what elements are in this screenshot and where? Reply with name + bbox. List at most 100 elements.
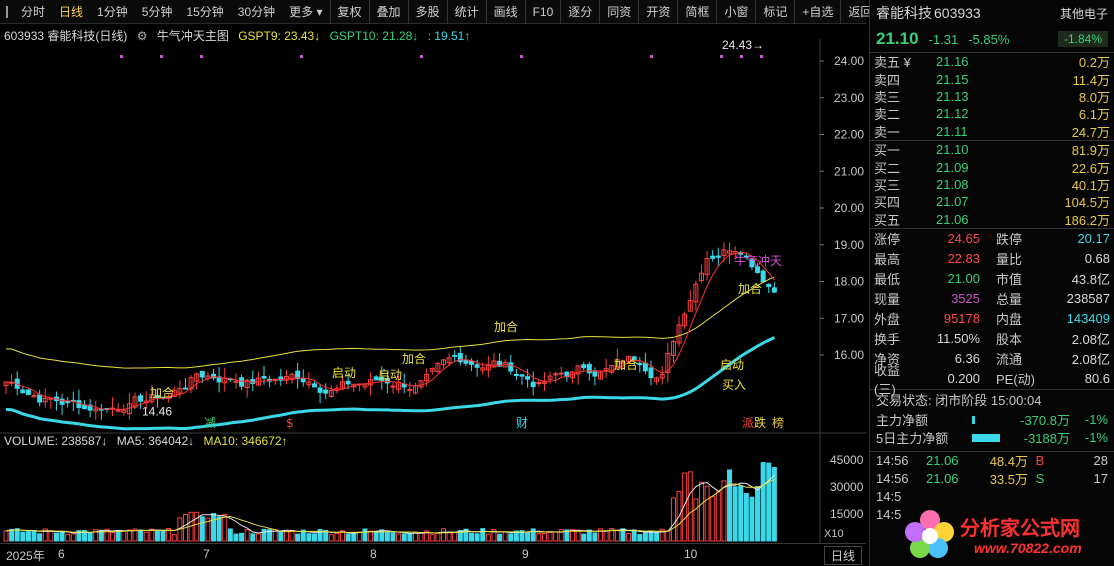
volume-tick-label: 30000 [830, 480, 864, 494]
chart-annotation: 加合 [494, 319, 518, 334]
indicator-name[interactable]: 牛气冲天主图 [156, 29, 229, 43]
tab-1min[interactable]: 1分钟 [97, 4, 128, 19]
watermark-logo: 分析家公式网 www.70822.com [902, 506, 1114, 564]
tick-time: 14:5 [876, 507, 902, 523]
volume-bar [435, 532, 441, 542]
tick-row: 14:5 [870, 488, 1114, 506]
signal-dot [160, 55, 163, 58]
tool-mark[interactable]: 标记 [755, 0, 794, 24]
volume-bar [356, 531, 362, 542]
tab-daily[interactable]: 日线 [59, 4, 84, 19]
period-tab-daily[interactable]: 日线 [823, 546, 862, 565]
sector-change-pct: -1.84% [1057, 31, 1108, 47]
candle-body [25, 389, 31, 396]
ask-row[interactable]: 卖三 21.13 8.0万 [870, 88, 1114, 105]
tool-simple-frame[interactable]: 简框 [677, 0, 716, 24]
tab-5min[interactable]: 5分钟 [141, 4, 173, 19]
volume-bar [626, 533, 632, 542]
tool-open-fund[interactable]: 开资 [638, 0, 677, 24]
volume-bar [93, 529, 99, 542]
tab-15min[interactable]: 15分钟 [186, 4, 224, 19]
tool-add-watchlist[interactable]: +自选 [794, 0, 840, 24]
ask-row[interactable]: 卖五 ¥ 21.16 0.2万 [870, 53, 1114, 70]
volume-bar [267, 529, 273, 542]
kline-chart[interactable]: 24.00 23.00 22.00 21.00 20.00 19.00 18.00 17.00… [0, 39, 866, 543]
candle-body [670, 340, 676, 356]
volume-bar [121, 530, 127, 542]
chart-annotation: 加合 [402, 351, 426, 366]
tool-draw[interactable]: 画线 [485, 0, 525, 24]
tool-stats[interactable]: 统计 [446, 0, 486, 24]
event-marker: 榜 [772, 415, 784, 430]
volume-bar [654, 532, 660, 542]
candle-body [278, 376, 284, 381]
settings-icon[interactable]: ⚙ [136, 29, 148, 43]
candle-body [121, 409, 127, 413]
tool-f10[interactable]: F10 [524, 0, 561, 24]
ask-label: 卖四 [874, 72, 901, 88]
ask-row[interactable]: 卖二 21.12 6.1万 [870, 105, 1114, 122]
flower-logo-icon [905, 510, 954, 558]
ask-label: 卖三 [874, 89, 901, 105]
candle-body [435, 362, 441, 373]
tool-same-fund[interactable]: 同资 [599, 0, 638, 24]
tick-count: 28 [1093, 453, 1108, 469]
volume-bar [609, 528, 615, 542]
date-label-jun: 6 [58, 547, 65, 561]
event-marker: $ [286, 416, 294, 430]
stat-value: 80.6 [1084, 371, 1110, 387]
tool-overlay[interactable]: 叠加 [368, 0, 408, 24]
kline-panel[interactable]: 603933 睿能科技(日线) ⚙ 牛气冲天主图 GSPT9: 23.43↓ G… [0, 25, 866, 565]
window-menu-icon[interactable] [6, 5, 8, 18]
candle-body [553, 373, 559, 376]
signal-dot [650, 55, 653, 58]
signal-dot [120, 55, 123, 58]
tool-by-minute[interactable]: 逐分 [560, 0, 599, 24]
volume-bar [547, 530, 553, 542]
chevron-down-icon: ▾ [316, 4, 323, 19]
date-label-oct: 10 [684, 547, 698, 561]
volume-bar [401, 533, 407, 542]
candle-body [710, 255, 716, 259]
volume-bar [396, 533, 402, 542]
ma10-value: MA10: 346672↑ [203, 434, 288, 448]
candle-body [721, 249, 727, 256]
volume-bar [659, 528, 665, 542]
volume-tick-label: 15000 [830, 507, 864, 521]
candle-body [469, 360, 475, 365]
bid-row[interactable]: 买四 21.07 104.5万 [870, 193, 1114, 210]
volume-bar [9, 528, 15, 542]
volume-bar [502, 531, 508, 542]
trade-status: 交易状态: 闭市阶段 15:00:04 [870, 388, 1114, 411]
stat-row: 净资 6.36 流通 2.08亿 [870, 349, 1114, 369]
y-tick-label: 24.00 [834, 54, 864, 68]
tool-multi[interactable]: 多股 [407, 0, 447, 24]
ask-price: 21.15 [936, 71, 969, 87]
tab-intraday[interactable]: 分时 [21, 4, 46, 19]
bid-row[interactable]: 买五 21.06 186.2万 [870, 211, 1114, 228]
volume-bar [513, 530, 519, 542]
tool-back[interactable]: 返回 [840, 0, 879, 24]
tick-list[interactable]: 14:56 21.06 48.4万 B 28 14:56 21.06 33.5万 S 17 14:5… [870, 450, 1114, 524]
stock-name: 睿能科技 [876, 5, 932, 21]
tab-more[interactable]: 更多 ▾ [282, 0, 329, 24]
tool-restore-right[interactable]: 复权 [329, 0, 369, 24]
y-tick-label: 22.00 [834, 128, 864, 142]
volume-value: VOLUME: 238587↓ [4, 434, 108, 448]
bid-row[interactable]: 买一 21.10 81.9万 [870, 141, 1114, 158]
tab-30min[interactable]: 30分钟 [237, 4, 276, 19]
candle-body [93, 408, 99, 412]
bid-row[interactable]: 买三 21.08 40.1万 [870, 176, 1114, 193]
tool-small-window[interactable]: 小窗 [716, 0, 755, 24]
ask-label: 卖一 [874, 124, 901, 140]
ask-row[interactable]: 卖四 21.15 11.4万 [870, 70, 1114, 88]
candle-body [682, 313, 688, 327]
bid-row[interactable]: 买二 21.09 22.6万 [870, 158, 1114, 176]
sector-name[interactable]: 其他电子 [1059, 6, 1108, 21]
candle-body [345, 380, 351, 385]
stat-key: 市值 [996, 272, 1023, 288]
candle-body [676, 324, 682, 344]
ask-row[interactable]: 卖一 21.11 24.7万 [870, 123, 1114, 140]
signal-dot [740, 55, 743, 58]
candle-body [194, 373, 200, 382]
